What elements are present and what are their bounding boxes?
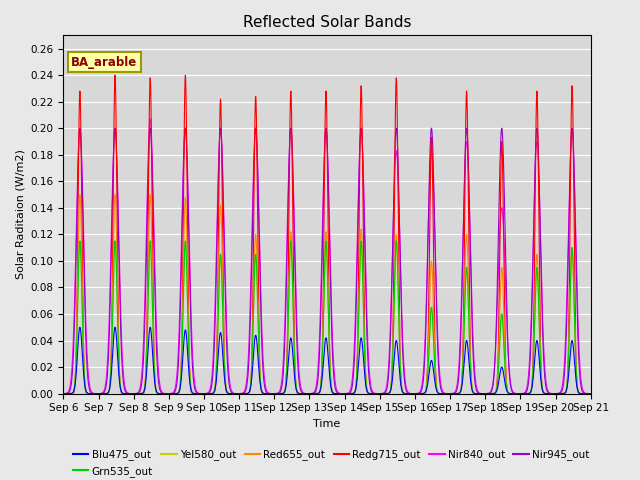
Y-axis label: Solar Raditaion (W/m2): Solar Raditaion (W/m2) — [15, 150, 25, 279]
Text: BA_arable: BA_arable — [71, 56, 138, 69]
X-axis label: Time: Time — [314, 419, 340, 429]
Title: Reflected Solar Bands: Reflected Solar Bands — [243, 15, 412, 30]
Legend: Blu475_out, Grn535_out, Yel580_out, Red655_out, Redg715_out, Nir840_out, Nir945_: Blu475_out, Grn535_out, Yel580_out, Red6… — [68, 445, 594, 480]
